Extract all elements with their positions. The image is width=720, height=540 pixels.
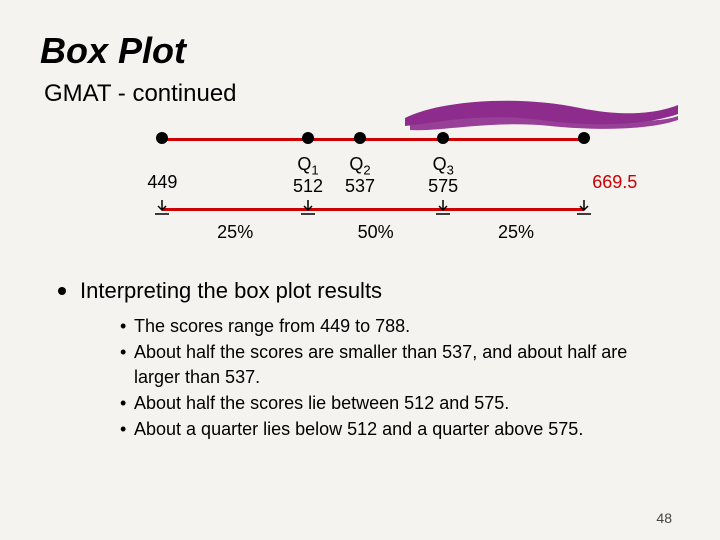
bullet-icon	[58, 287, 66, 295]
interp-header-text: Interpreting the box plot results	[80, 278, 382, 303]
q1-letter: Q	[297, 154, 311, 174]
dot-q2	[354, 132, 366, 144]
boxplot-q1-value: 512	[293, 176, 323, 197]
interp-item: The scores range from 449 to 788.	[120, 314, 640, 338]
boxplot-q3-value: 575	[428, 176, 458, 197]
pct-right: 25%	[498, 222, 534, 243]
boxplot-q2-label: Q2	[349, 154, 370, 178]
boxplot-bottom-line	[162, 208, 583, 211]
dot-q1	[302, 132, 314, 144]
dot-min	[156, 132, 168, 144]
pct-marker-q3	[436, 200, 450, 216]
q3-letter: Q	[433, 154, 447, 174]
dot-q3	[437, 132, 449, 144]
boxplot-min-value: 449	[147, 172, 177, 193]
q2-letter: Q	[349, 154, 363, 174]
boxplot-q2-value: 537	[345, 176, 375, 197]
boxplot-upper-fence: 669.5	[592, 172, 637, 193]
pct-marker-min	[155, 200, 169, 216]
pct-marker-q1	[301, 200, 315, 216]
boxplot-q3-label: Q3	[433, 154, 454, 178]
interp-header: Interpreting the box plot results	[80, 278, 680, 304]
interp-item: About a quarter lies below 512 and a qua…	[120, 417, 640, 441]
page-number: 48	[656, 510, 672, 526]
interp-item: About half the scores lie between 512 an…	[120, 391, 640, 415]
pct-left: 25%	[217, 222, 253, 243]
interp-list: The scores range from 449 to 788. About …	[120, 314, 640, 441]
slide-title: Box Plot	[40, 30, 680, 72]
boxplot-q1-label: Q1	[297, 154, 318, 178]
interp-item: About half the scores are smaller than 5…	[120, 340, 640, 389]
pct-marker-max	[577, 200, 591, 216]
dot-max	[578, 132, 590, 144]
pct-mid: 50%	[358, 222, 394, 243]
boxplot-diagram: 449 Q1 512 Q2 537 Q3 575 669.5 25% 50% 2…	[100, 128, 620, 268]
boxplot-top-line	[162, 138, 583, 141]
